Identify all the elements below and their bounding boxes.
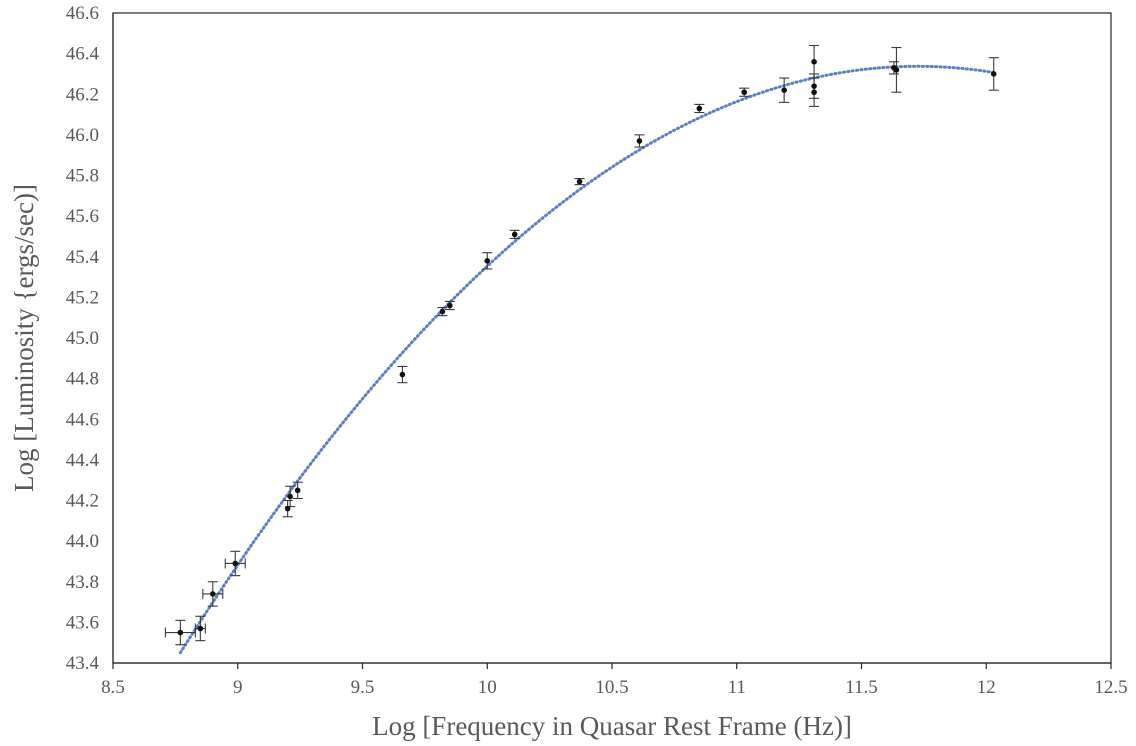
data-point [811, 89, 817, 96]
data-point [294, 487, 301, 494]
data-points [177, 58, 997, 636]
y-tick-label: 44.8 [66, 369, 99, 390]
data-point [232, 560, 239, 567]
y-tick-label: 43.6 [66, 612, 99, 633]
y-axis-ticks: 43.4 43.6 43.8 44.0 44.2 44.4 44.6 44.8 45.0 45.2… [66, 3, 100, 674]
y-tick-label: 45.8 [66, 166, 99, 187]
y-tick-label: 46.4 [66, 44, 100, 65]
x-tick-label: 12 [977, 677, 996, 698]
data-point [576, 178, 583, 185]
x-tick-label: 9 [233, 677, 243, 698]
x-tick-label: 11.5 [845, 677, 878, 698]
y-tick-label: 45.6 [66, 206, 99, 227]
data-point [511, 231, 518, 238]
x-tick-label: 11 [728, 677, 746, 698]
data-point [741, 89, 748, 96]
x-tick-label: 8.5 [101, 677, 125, 698]
x-tick-label: 10.5 [595, 677, 628, 698]
x-axis-ticks: 8.5 9 9.5 10 10.5 11 11.5 12 12.5 [101, 663, 1128, 698]
data-point [439, 308, 446, 315]
y-tick-label: 44.2 [66, 491, 99, 512]
y-tick-label: 44.6 [66, 409, 99, 430]
data-point [893, 67, 900, 73]
data-point [284, 505, 291, 512]
data-point [197, 625, 204, 632]
data-point [696, 105, 703, 112]
y-tick-label: 45.4 [66, 247, 100, 268]
y-tick-label: 45.2 [66, 287, 99, 308]
x-axis-title: Log [Frequency in Quasar Rest Frame (Hz)… [372, 711, 852, 741]
y-tick-label: 46.2 [66, 84, 99, 105]
y-tick-label: 46.6 [66, 3, 99, 24]
y-tick-label: 44.0 [66, 531, 99, 552]
x-tick-label: 10 [478, 677, 497, 698]
y-tick-label: 44.4 [66, 450, 100, 471]
y-tick-label: 43.8 [66, 572, 99, 593]
y-tick-label: 45.0 [66, 328, 99, 349]
data-point [990, 71, 997, 77]
data-point [636, 138, 643, 144]
data-point [177, 629, 184, 636]
y-tick-label: 43.4 [66, 653, 100, 674]
y-axis-title: Log [Luminosity {ergs/sec)] [9, 184, 39, 492]
data-point [811, 83, 817, 89]
data-point [811, 58, 817, 65]
x-tick-label: 9.5 [351, 677, 375, 698]
data-point [210, 591, 216, 597]
data-point [781, 87, 787, 93]
data-point [399, 371, 406, 378]
data-point [484, 258, 491, 264]
trendline [178, 64, 996, 655]
data-point [287, 493, 293, 500]
plot-area-frame [112, 12, 1112, 664]
x-tick-label: 12.5 [1094, 677, 1127, 698]
error-bars [164, 44, 999, 646]
y-tick-label: 46.0 [66, 125, 99, 146]
data-point [447, 302, 453, 309]
